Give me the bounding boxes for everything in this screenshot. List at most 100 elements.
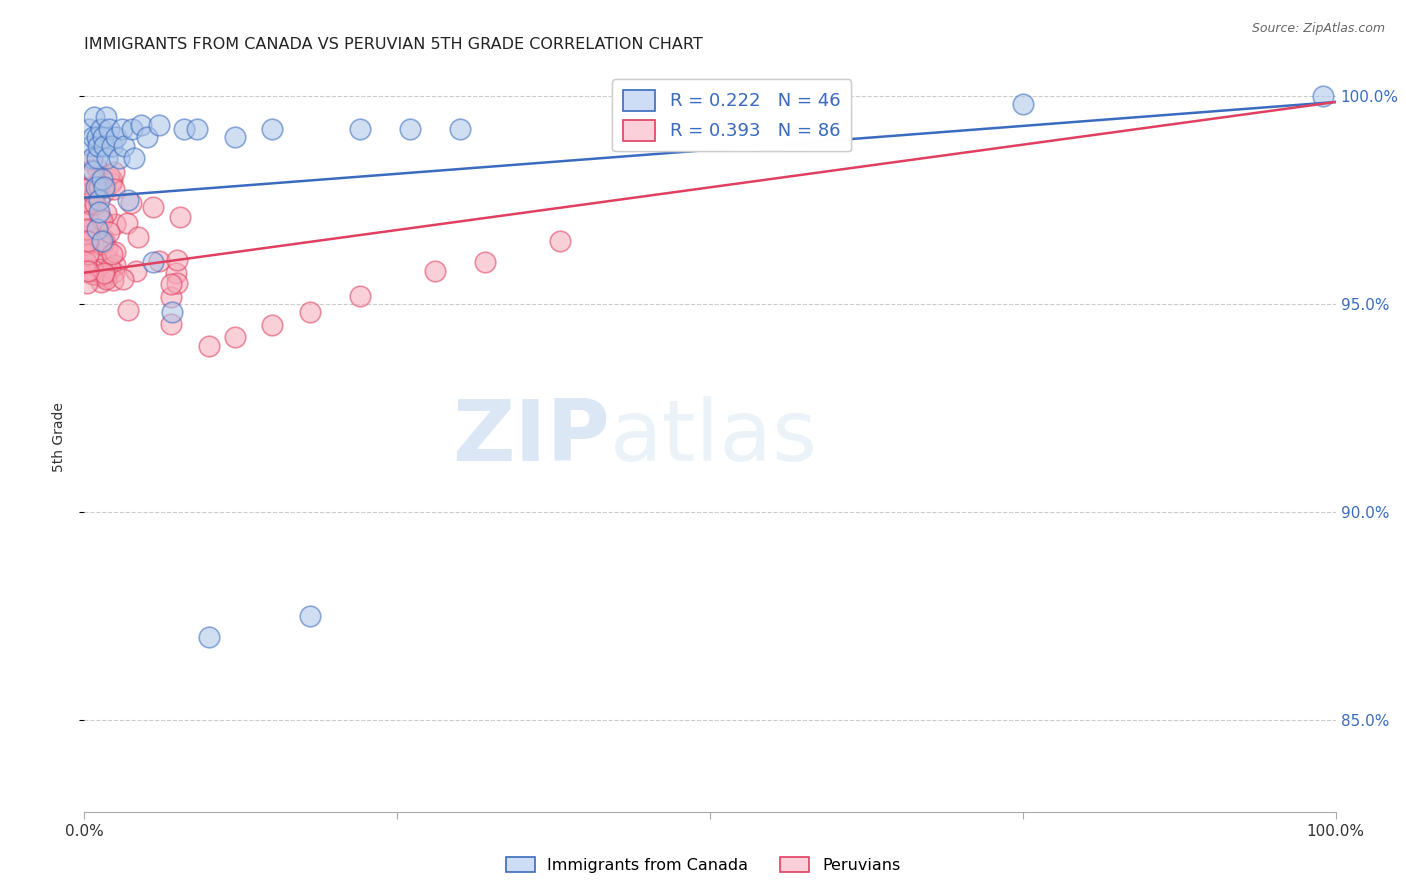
Point [98,122,121,136]
Point [548,235,571,249]
Point [349,122,371,136]
Point [224,130,246,145]
Point [96,151,118,165]
Legend: R = 0.222   N = 46, R = 0.393   N = 86: R = 0.222 N = 46, R = 0.393 N = 86 [612,79,851,152]
Point [77,214,100,228]
Point [90,236,112,251]
Point [87,138,110,153]
Point [82,163,104,178]
Point [96,241,118,255]
Point [83,186,105,201]
Point [103,265,125,279]
Point [1012,97,1035,112]
Point [103,165,125,179]
Point [474,255,496,269]
Point [129,118,152,132]
Point [100,176,122,190]
Point [262,318,284,332]
Point [93,231,115,245]
Point [148,253,170,268]
Point [80,179,103,194]
Point [111,122,134,136]
Point [79,227,101,242]
Point [166,276,188,290]
Point [108,151,131,165]
Point [124,151,146,165]
Point [80,151,103,165]
Point [83,110,105,124]
Point [93,270,115,285]
Point [298,609,321,624]
Point [349,288,371,302]
Point [148,118,170,132]
Point [198,338,221,352]
Point [173,122,195,136]
Point [98,168,121,182]
Point [86,161,108,175]
Point [104,130,127,145]
Point [76,237,98,252]
Point [101,138,124,153]
Point [75,255,97,269]
Text: ZIP: ZIP [453,395,610,479]
Point [97,252,120,266]
Point [186,122,208,136]
Point [76,242,98,256]
Point [224,330,246,344]
Point [94,110,117,124]
Point [87,174,110,188]
Point [90,235,112,249]
Point [98,261,121,276]
Point [77,247,100,261]
Point [80,267,103,281]
Point [80,153,103,167]
Point [160,317,183,331]
Point [104,259,127,273]
Point [79,179,101,194]
Point [87,179,110,194]
Point [262,122,284,136]
Point [169,210,191,224]
Point [76,196,98,211]
Point [94,272,117,286]
Point [97,225,120,239]
Point [115,215,138,229]
Point [77,263,100,277]
Point [79,138,101,153]
Point [101,273,124,287]
Point [76,222,98,236]
Point [80,162,103,177]
Point [86,222,108,236]
Point [86,231,108,245]
Point [90,276,112,290]
Point [117,193,139,207]
Point [124,264,146,278]
Point [198,630,221,644]
Legend: Immigrants from Canada, Peruvians: Immigrants from Canada, Peruvians [499,851,907,880]
Point [142,200,165,214]
Point [75,208,97,222]
Point [104,244,127,259]
Point [93,235,115,250]
Point [83,267,105,281]
Point [80,198,103,212]
Point [398,122,420,136]
Point [127,230,149,244]
Point [84,196,107,211]
Point [136,130,159,145]
Point [80,185,103,199]
Point [82,130,104,145]
Point [298,305,321,319]
Point [90,122,112,136]
Point [142,255,165,269]
Point [83,187,105,202]
Point [165,266,187,280]
Point [121,122,143,136]
Point [89,193,111,207]
Point [89,211,111,225]
Text: Source: ZipAtlas.com: Source: ZipAtlas.com [1251,22,1385,36]
Point [77,235,100,249]
Point [93,267,115,281]
Point [423,263,446,277]
Point [76,222,98,236]
